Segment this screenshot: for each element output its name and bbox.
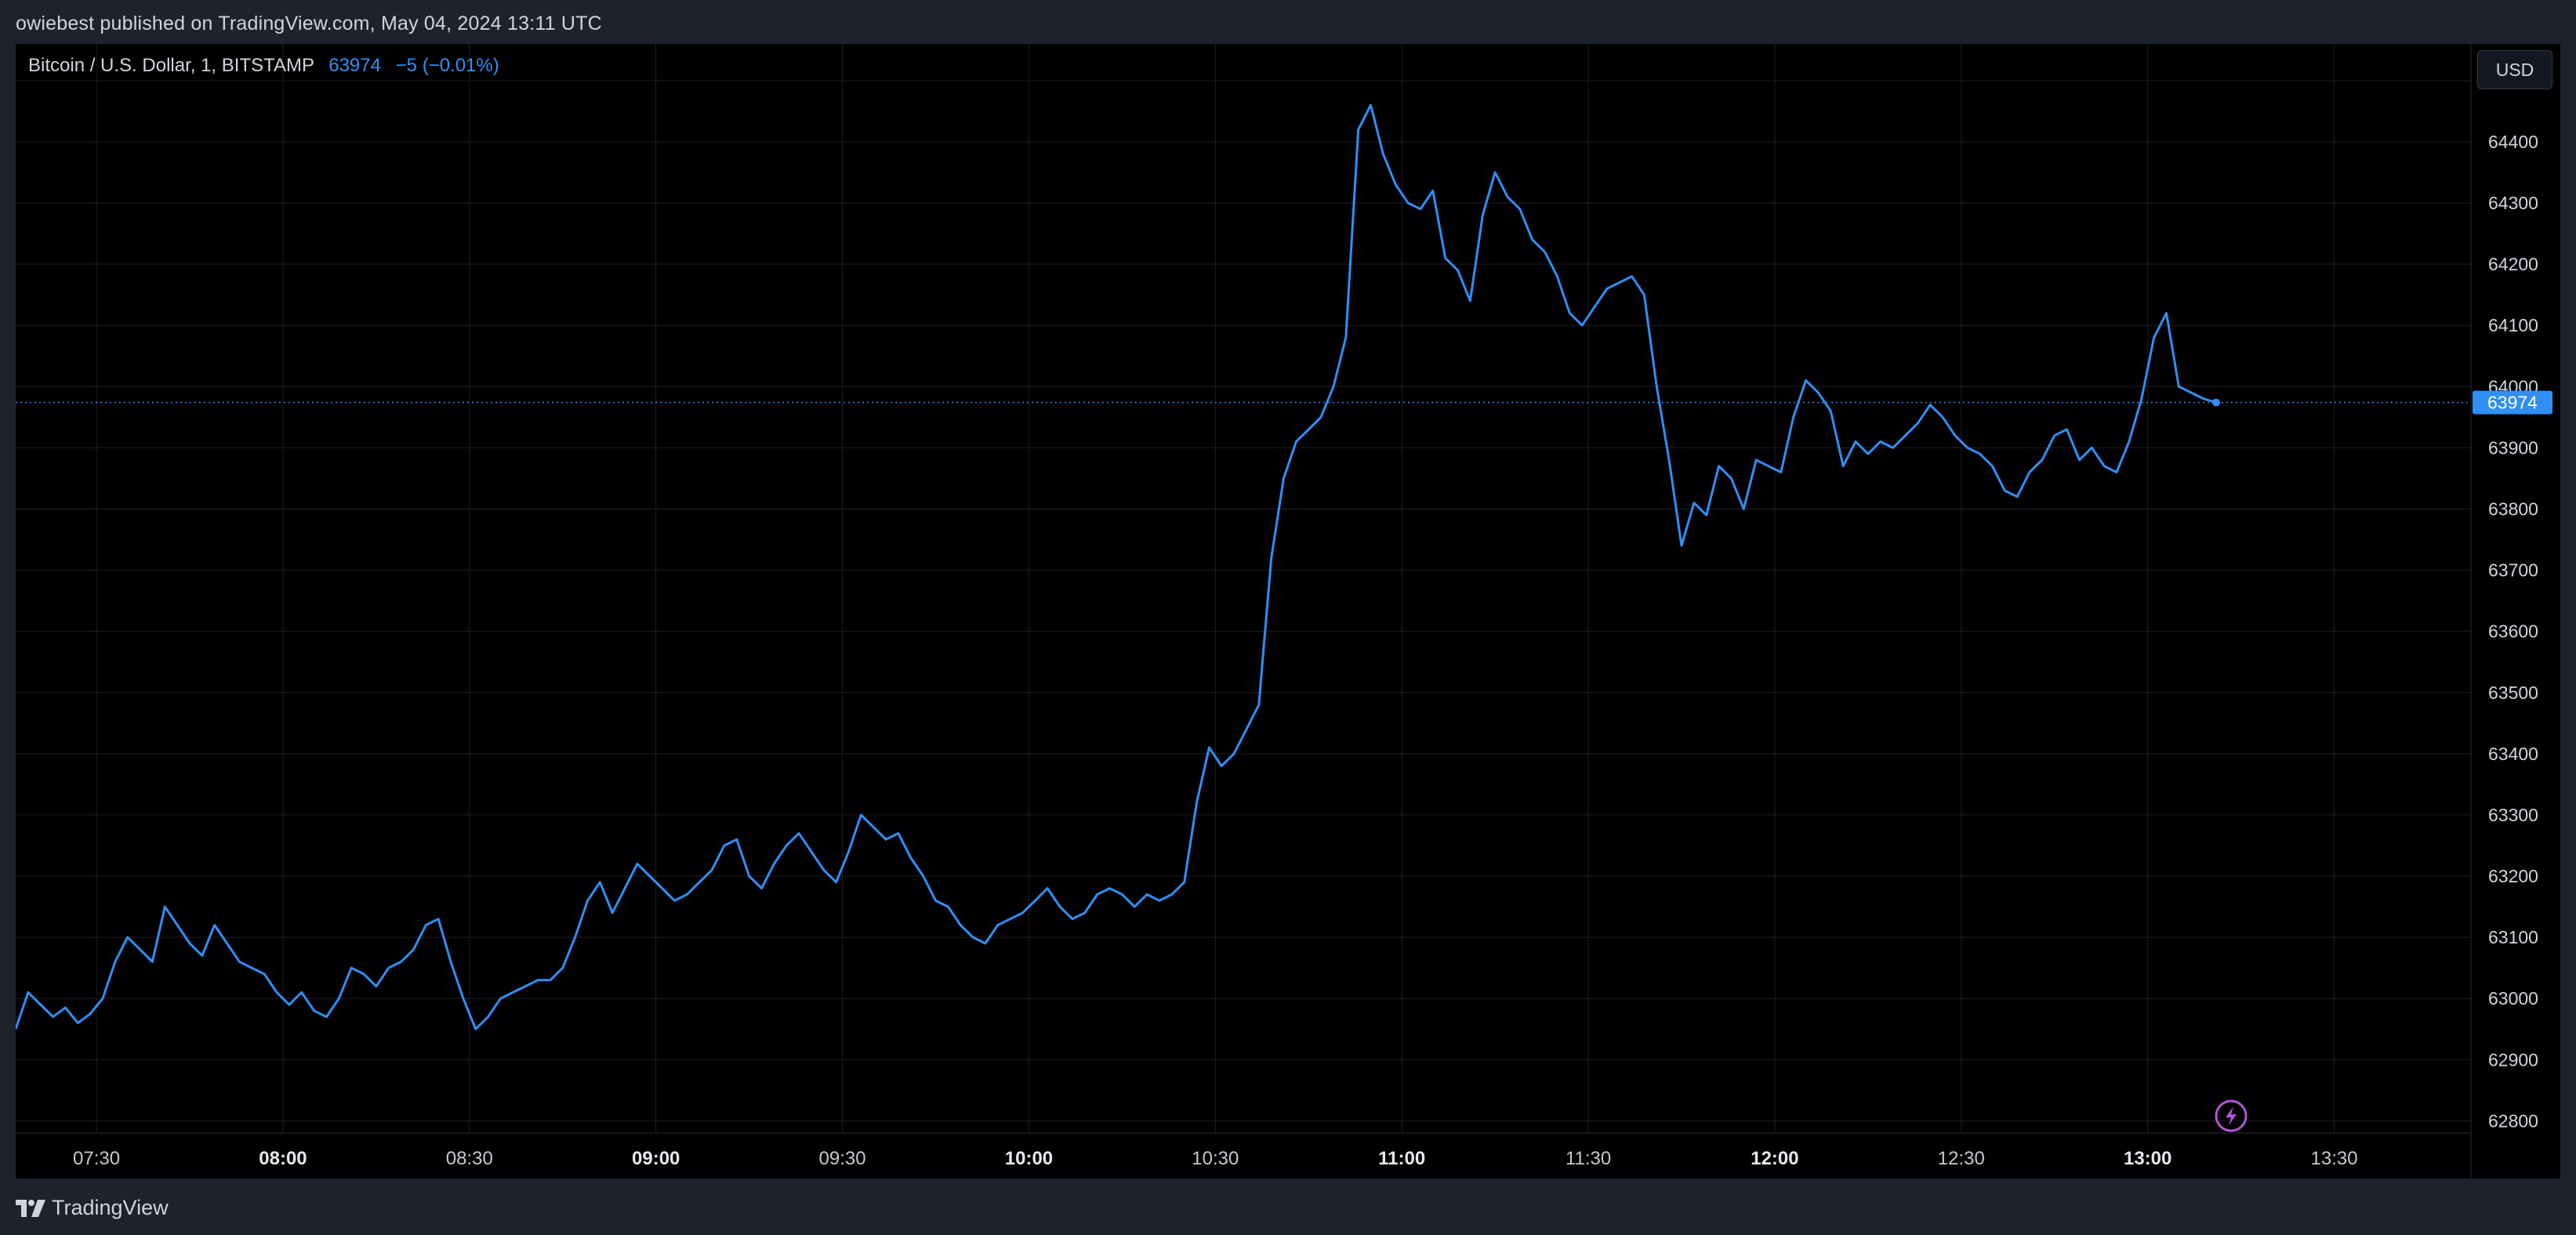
x-tick-label: 11:00 xyxy=(1378,1148,1425,1169)
x-tick-label: 07:30 xyxy=(73,1148,120,1169)
tradingview-logo[interactable]: TradingView xyxy=(16,1196,169,1220)
y-tick-label: 64200 xyxy=(2488,254,2538,274)
y-tick-label: 63800 xyxy=(2488,498,2538,519)
y-tick-label: 64300 xyxy=(2488,193,2538,213)
publish-bar: owiebest published on TradingView.com, M… xyxy=(0,0,2576,44)
y-tick-label: 62800 xyxy=(2488,1110,2538,1131)
y-tick-label: 62900 xyxy=(2488,1049,2538,1070)
tradingview-logo-text: TradingView xyxy=(52,1196,169,1219)
x-tick-label: 08:00 xyxy=(259,1148,307,1169)
x-tick-label: 09:00 xyxy=(632,1148,680,1169)
y-tick-label: 63100 xyxy=(2488,927,2538,947)
y-tick-label: 63900 xyxy=(2488,437,2538,458)
x-tick-label: 13:00 xyxy=(2124,1148,2171,1169)
x-tick-label: 10:30 xyxy=(1192,1148,1239,1169)
last-price-tag-bg xyxy=(2473,390,2552,415)
y-tick-label: 63500 xyxy=(2488,683,2538,703)
x-tick-label: 09:30 xyxy=(819,1148,866,1169)
x-tick-label: 13:30 xyxy=(2311,1148,2358,1169)
y-tick-label: 63600 xyxy=(2488,621,2538,642)
footer: TradingView xyxy=(0,1179,2576,1235)
price-series-line[interactable] xyxy=(16,103,2217,1030)
price-chart[interactable]: 62800 62900 63000 63100 63200 63300 63400 63500… xyxy=(16,44,2560,1179)
lightning-icon[interactable] xyxy=(2215,1099,2248,1132)
x-tick-label: 08:30 xyxy=(446,1148,493,1169)
y-tick-label: 63200 xyxy=(2488,866,2538,886)
x-tick-label: 11:30 xyxy=(1566,1148,1611,1169)
grid xyxy=(16,44,2471,1133)
symbol-label: Bitcoin / U.S. Dollar, 1, BITSTAMP xyxy=(28,55,314,76)
y-tick-label: 63700 xyxy=(2488,560,2538,581)
last-price-dot xyxy=(2211,398,2220,407)
y-tick-label: 63300 xyxy=(2488,805,2538,825)
price-axis[interactable]: 62800 62900 63000 63100 63200 63300 63400 63500… xyxy=(2488,71,2538,1132)
y-tick-label: 63400 xyxy=(2488,744,2538,764)
x-tick-label: 12:00 xyxy=(1751,1148,1798,1169)
publish-info: owiebest published on TradingView.com, M… xyxy=(16,13,602,34)
y-tick-label: 64100 xyxy=(2488,315,2538,335)
chart-panel[interactable]: 62800 62900 63000 63100 63200 63300 63400 63500… xyxy=(16,44,2560,1179)
y-tick-label: 64400 xyxy=(2488,132,2538,152)
currency-button[interactable]: USD xyxy=(2477,50,2552,89)
symbol-legend[interactable]: Bitcoin / U.S. Dollar, 1, BITSTAMP 63974… xyxy=(28,55,499,77)
y-tick-label: 63000 xyxy=(2488,988,2538,1009)
legend-price: 63974 xyxy=(328,55,381,76)
x-tick-label: 10:00 xyxy=(1005,1148,1053,1169)
x-tick-label: 12:30 xyxy=(1938,1148,1985,1169)
time-axis[interactable]: 07:30 08:00 08:30 09:00 09:30 10:00 10:30 11:00… xyxy=(73,1148,2358,1169)
tradingview-logo-icon xyxy=(16,1199,45,1217)
last-price-tag: 63974 xyxy=(2473,390,2552,415)
legend-change: −5 (−0.01%) xyxy=(395,55,499,76)
last-price-tag-label: 63974 xyxy=(2487,393,2538,413)
